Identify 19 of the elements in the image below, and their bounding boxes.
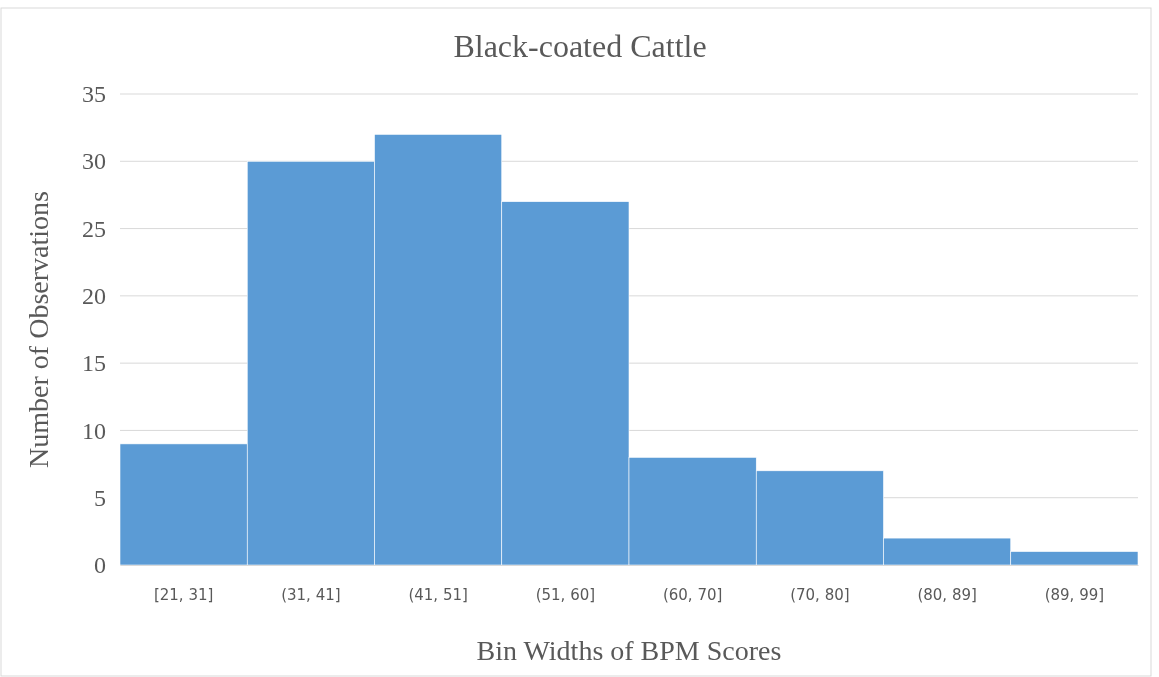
chart-title: Black-coated Cattle [453, 28, 707, 64]
y-tick-label: 5 [94, 484, 106, 511]
y-tick-label: 10 [82, 417, 106, 444]
y-tick-label: 15 [82, 350, 106, 377]
y-tick-label: 20 [82, 283, 106, 310]
x-tick-label: (70, 80] [790, 585, 850, 604]
y-tick-label: 0 [94, 552, 106, 579]
x-tick-label: [21, 31] [153, 585, 214, 604]
x-tick-label: (89, 99] [1044, 585, 1105, 604]
x-tick-label: (60, 70] [662, 585, 723, 604]
y-tick-label: 30 [82, 148, 106, 175]
x-tick-label: (80, 89] [917, 585, 977, 604]
x-tick-label: (31, 41] [281, 585, 341, 604]
y-tick-label: 25 [82, 215, 106, 242]
x-axis-title: Bin Widths of BPM Scores [476, 635, 782, 666]
y-tick-label: 35 [82, 81, 106, 108]
x-tick-label: (51, 60] [535, 585, 596, 604]
y-axis-title: Number of Observations [23, 191, 54, 468]
x-tick-label: (41, 51] [408, 585, 468, 604]
